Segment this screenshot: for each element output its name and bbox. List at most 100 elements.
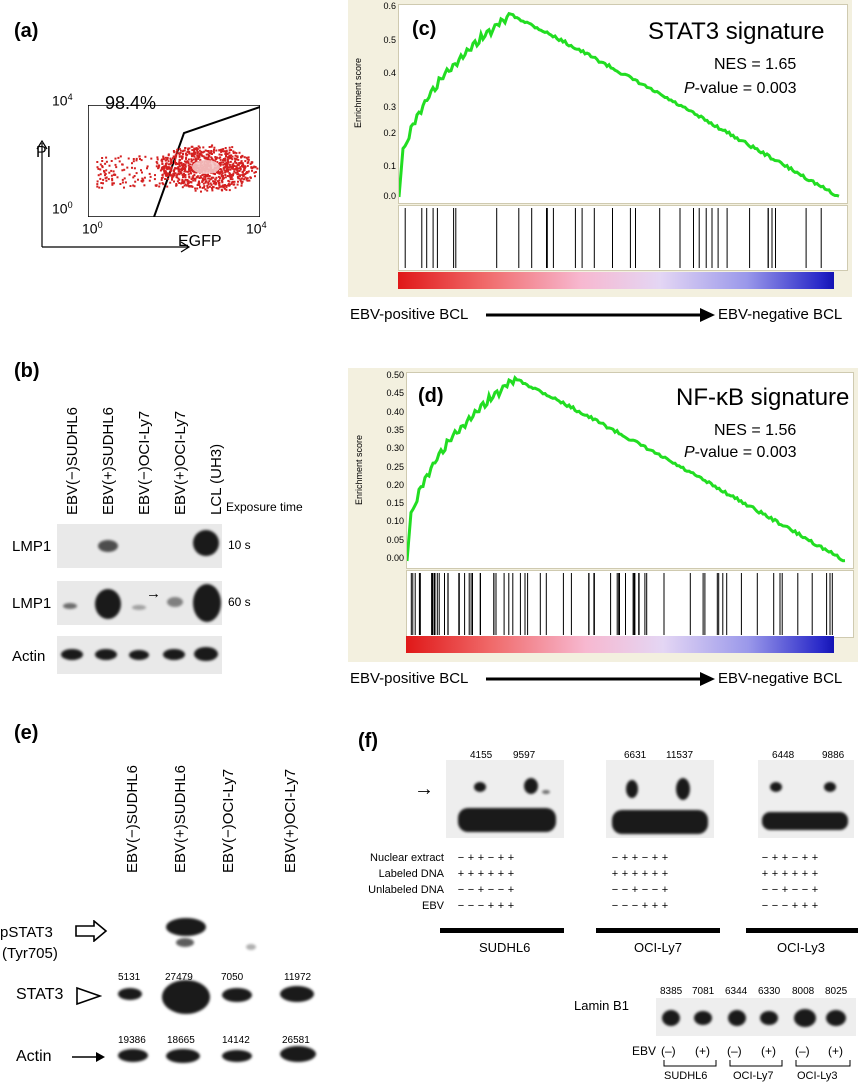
emsa-ocily3-val-1: 6448: [772, 750, 795, 761]
ebv-sign-1: (–): [661, 1044, 676, 1058]
group-name-ocily3: OCI-Ly3: [777, 940, 825, 955]
gsea-d-rankbar: [406, 636, 834, 653]
gsea-c-arrow: [486, 308, 715, 322]
panel-f-label: (f): [358, 730, 378, 752]
y-top-tick: 104: [52, 92, 73, 109]
gsea-c-right-label: EBV-negative BCL: [718, 306, 843, 323]
sign-cell: +: [477, 852, 485, 864]
sign-cell: −: [761, 884, 769, 896]
sign-row: − − + − − +: [456, 882, 516, 898]
sign-cell: +: [661, 868, 669, 880]
gate-percent: 98.4%: [105, 93, 157, 113]
emsa-sudhl6-val-2: 9597: [513, 750, 536, 761]
actin-band-2: [166, 1049, 200, 1063]
sign-cell: +: [631, 852, 639, 864]
sign-cell: −: [457, 884, 465, 896]
sign-cell: +: [781, 868, 789, 880]
sign-cell: +: [641, 900, 649, 912]
blot-lmp1-60s: [57, 581, 222, 625]
sign-cell: +: [467, 852, 475, 864]
exposure-60s: 60 s: [228, 595, 251, 609]
stat3-val-2: 27479: [165, 972, 193, 983]
lamin-val-1: 8385: [660, 986, 683, 997]
lamin-blot: [656, 998, 856, 1036]
blot-row-label-2: LMP1: [12, 595, 52, 612]
gsea-d-hits: [406, 570, 854, 638]
blot-row-label-1: LMP1: [12, 538, 52, 555]
sign-cell: +: [771, 852, 779, 864]
sign-cell: +: [791, 868, 799, 880]
lane-label-2: EBV(+)SUDHL6: [100, 407, 117, 515]
sign-cell: +: [811, 900, 819, 912]
panel-c-label: (c): [412, 18, 437, 40]
sign-cell: +: [651, 852, 659, 864]
group-bar-ocily3: [746, 928, 858, 933]
stat3-val-3: 7050: [221, 972, 244, 983]
blot-row-label-3: Actin: [12, 648, 46, 665]
gsea-c-left-label: EBV-positive BCL: [350, 306, 469, 323]
stat3-band-3: [222, 988, 252, 1002]
sign-cell: −: [801, 884, 809, 896]
sign-cell: −: [641, 884, 649, 896]
lamin-val-5: 8008: [792, 986, 815, 997]
sign-cell: +: [467, 868, 475, 880]
sign-row: + + + + + +: [760, 866, 820, 882]
sign-cell: −: [487, 852, 495, 864]
sign-cell: −: [487, 884, 495, 896]
lamin-label: Lamin B1: [574, 998, 629, 1013]
sign-cell: +: [477, 884, 485, 896]
sign-cell: +: [497, 852, 505, 864]
gsea-d-left-label: EBV-positive BCL: [350, 670, 469, 687]
gsea-c-yticks: 0.6 0.5 0.4 0.3 0.2 0.1 0.0: [383, 1, 396, 201]
gsea-d-pvalue: P-value = 0.003: [684, 444, 797, 461]
lamin-val-2: 7081: [692, 986, 715, 997]
d-ytick: 0.15: [386, 498, 404, 509]
d-ytick: 0.05: [386, 534, 404, 545]
sign-cell: −: [611, 884, 619, 896]
sign-cell: +: [497, 868, 505, 880]
sign-cell: −: [477, 900, 485, 912]
sign-cell: +: [661, 884, 669, 896]
sign-row: − − + − − +: [760, 882, 820, 898]
lamin-val-3: 6344: [725, 986, 748, 997]
y-bottom-tick: 100: [52, 200, 73, 217]
sign-cell: −: [621, 900, 629, 912]
sign-cell: +: [611, 868, 619, 880]
sign-cell: −: [791, 884, 799, 896]
sign-cell: −: [771, 884, 779, 896]
actin-val-2: 18665: [167, 1035, 195, 1046]
sign-row: + + + + + +: [610, 866, 670, 882]
sign-cell: −: [457, 900, 465, 912]
sign-cell: +: [487, 900, 495, 912]
panel-e-label: (e): [14, 722, 39, 744]
sign-cell: +: [477, 868, 485, 880]
group-name-ocily7: OCI-Ly7: [634, 940, 682, 955]
lane-label-3: EBV(−)OCI-Ly7: [136, 410, 153, 515]
sign-cell: +: [811, 852, 819, 864]
sign-cell: +: [621, 852, 629, 864]
sign-row: + + + + + +: [456, 866, 516, 882]
actin-val-4: 26581: [282, 1035, 310, 1046]
sign-cell: +: [631, 868, 639, 880]
sign-cell: −: [497, 884, 505, 896]
emsa-ocily7: [606, 760, 714, 838]
gsea-c-ylabel: Enrichment score: [353, 57, 363, 128]
sign-row: − − − + + +: [456, 898, 516, 914]
sign-cell: −: [641, 852, 649, 864]
signs-ocily3: − + + − + + + + + + + + − − + − − + − − − + + +: [760, 850, 820, 914]
pstat3-arrow: [75, 920, 108, 942]
exposure-title: Exposure time: [226, 500, 303, 514]
actin-band-3: [222, 1050, 252, 1062]
pstat3-band-lower: [176, 938, 194, 947]
sign-cell: +: [781, 884, 789, 896]
gsea-d-arrow: [486, 672, 715, 686]
sign-cell: +: [771, 868, 779, 880]
sign-cell: +: [801, 900, 809, 912]
lane-label-4: EBV(+)OCI-Ly7: [172, 410, 189, 515]
sign-cell: −: [781, 900, 789, 912]
gsea-d-ylabel: Enrichment score: [354, 434, 364, 505]
gsea-c-plot: [397, 4, 848, 204]
e-lane-2: EBV(+)SUDHL6: [172, 765, 189, 873]
signs-ocily7: − + + − + + + + + + + + − − + − − + − − − + + +: [610, 850, 670, 914]
stat3-val-4: 11972: [284, 972, 312, 983]
